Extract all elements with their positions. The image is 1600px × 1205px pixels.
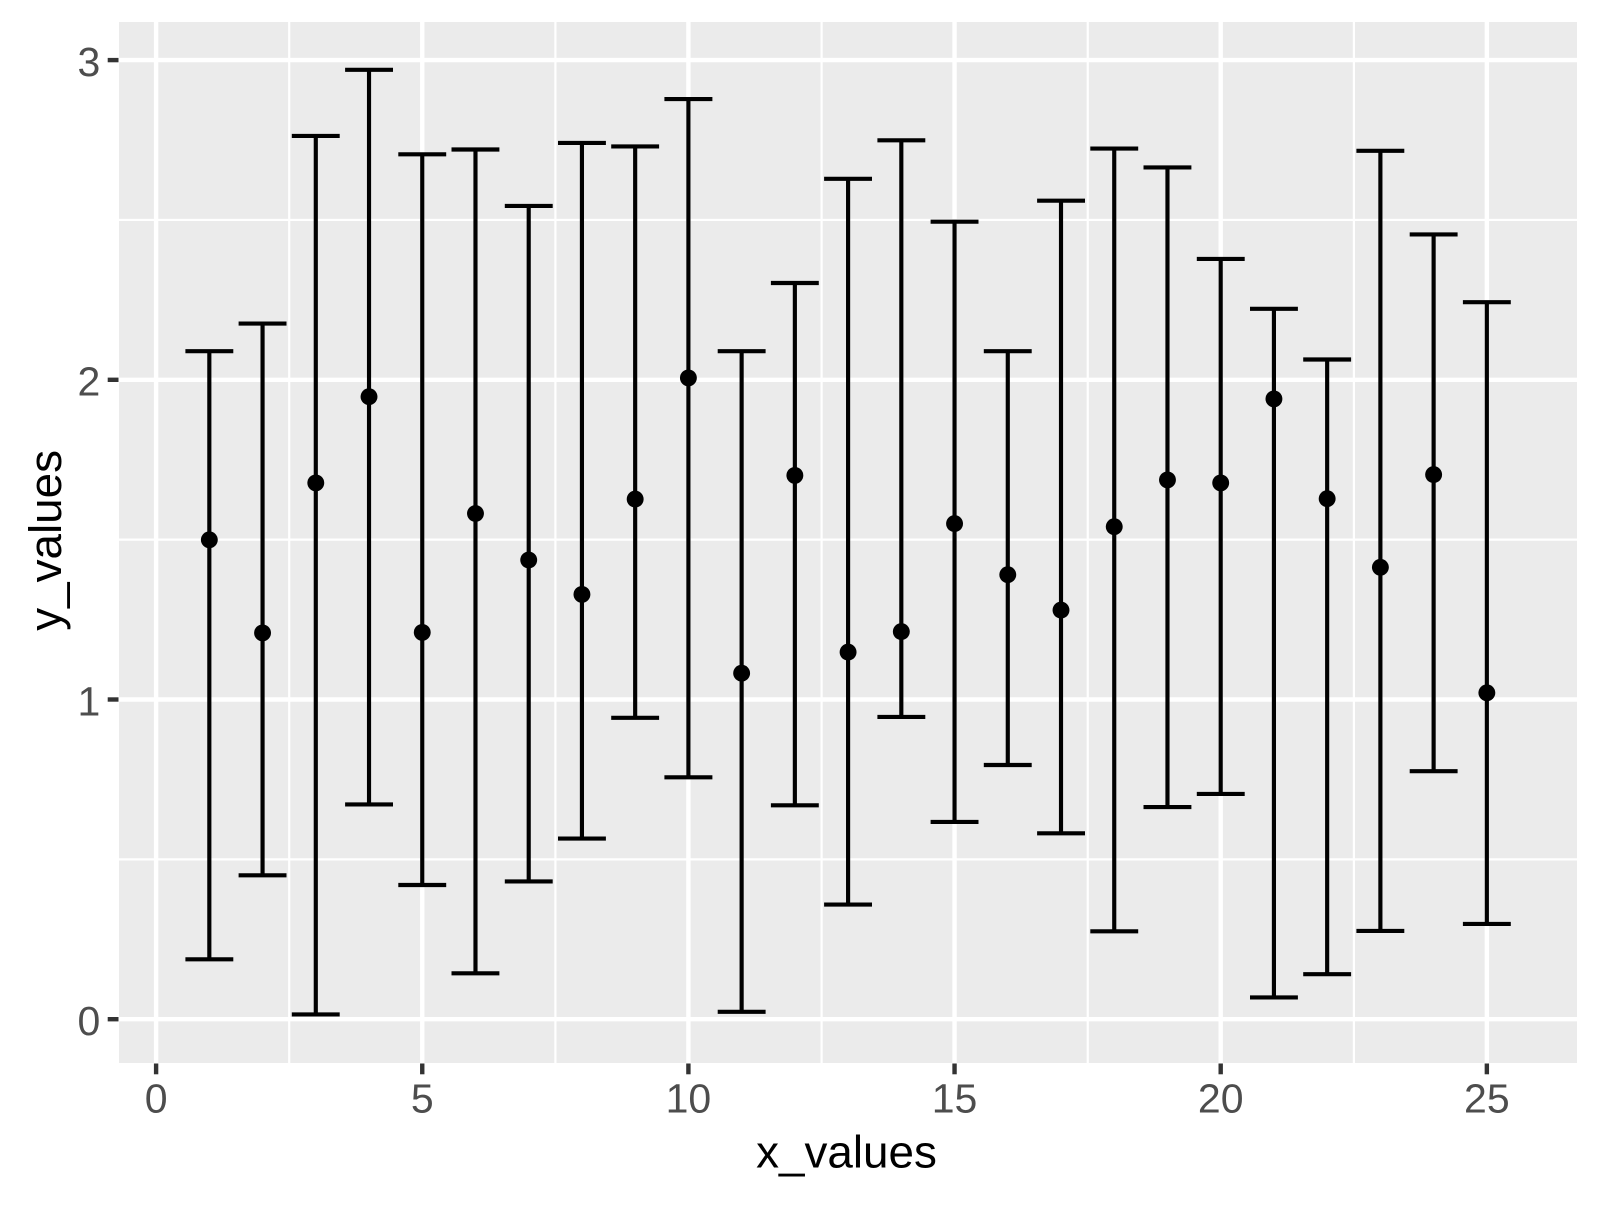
svg-text:3: 3 [77, 39, 100, 85]
svg-text:15: 15 [932, 1076, 978, 1122]
svg-text:0: 0 [145, 1076, 168, 1122]
svg-text:1: 1 [77, 678, 100, 724]
svg-text:0: 0 [77, 998, 100, 1044]
svg-text:20: 20 [1198, 1076, 1244, 1122]
svg-text:10: 10 [666, 1076, 712, 1122]
svg-text:2: 2 [77, 359, 100, 405]
svg-text:y_values: y_values [20, 450, 71, 631]
svg-text:25: 25 [1464, 1076, 1510, 1122]
svg-text:5: 5 [411, 1076, 434, 1122]
svg-text:x_values: x_values [756, 1127, 937, 1178]
